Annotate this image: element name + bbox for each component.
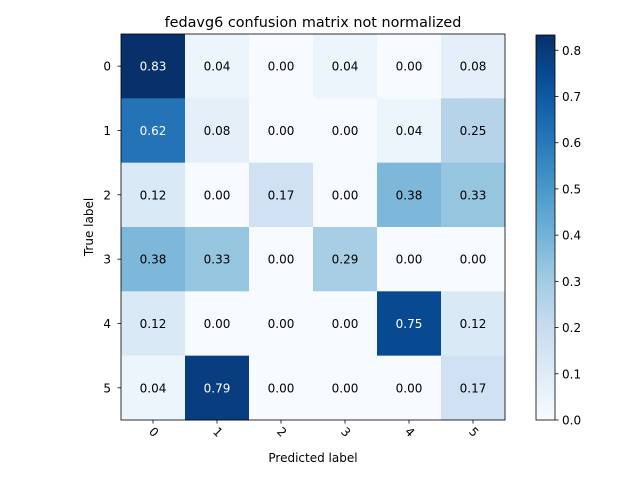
heatmap-cell [313, 291, 378, 357]
heatmap-cell [313, 98, 378, 164]
heatmap-cell [121, 98, 186, 164]
cell-value-label: 0.00 [268, 381, 295, 395]
cell-value-label: 0.04 [332, 60, 359, 74]
heatmap-cell [441, 291, 506, 357]
y-tick-label: 2 [103, 188, 111, 202]
cell-value-label: 0.04 [396, 124, 423, 138]
colorbar-tick-label: 0.0 [562, 414, 581, 428]
heatmap-cell [185, 98, 250, 164]
cell-value-label: 0.12 [140, 317, 167, 331]
heatmap-cell [249, 291, 314, 357]
colorbar-frame [535, 34, 556, 421]
colorbar-tick-label: 0.1 [562, 367, 581, 381]
cell-value-label: 0.00 [396, 381, 423, 395]
y-tick-label: 5 [103, 381, 111, 395]
heatmap-cell [441, 162, 506, 228]
heatmap-cell [249, 34, 314, 99]
cell-value-label: 0.17 [268, 188, 295, 202]
cell-value-label: 0.00 [332, 124, 359, 138]
cell-value-label: 0.00 [332, 381, 359, 395]
cell-value-label: 0.12 [460, 317, 487, 331]
cell-value-label: 0.33 [204, 253, 231, 267]
heatmap-cell-labels: 0.83 0.04 0.00 0.04 0.00 0.08 0.62 0.08 0.00 0.00… [140, 60, 487, 396]
heatmap-cell [377, 355, 442, 421]
colorbar-tick-label: 0.3 [562, 275, 581, 289]
colorbar-tick-label: 0.4 [562, 229, 581, 243]
cell-value-label: 0.00 [268, 317, 295, 331]
heatmap-cells [121, 34, 506, 421]
heatmap-cell [121, 34, 186, 99]
heatmap-cell [313, 355, 378, 421]
cell-value-label: 0.38 [396, 188, 423, 202]
colorbar-tick-label: 0.6 [562, 136, 581, 150]
colorbar-tick-label: 0.5 [562, 182, 581, 196]
cell-value-label: 0.00 [332, 188, 359, 202]
cell-value-label: 0.04 [140, 381, 167, 395]
heatmap-cell [377, 162, 442, 228]
y-tick-label: 3 [103, 253, 111, 267]
y-tick-label: 0 [103, 60, 111, 74]
x-axis-label: Predicted label [268, 451, 357, 465]
cell-value-label: 0.00 [332, 317, 359, 331]
heatmap-cell [249, 162, 314, 228]
cell-value-label: 0.38 [140, 253, 167, 267]
chart-title: fedavg6 confusion matrix not normalized [165, 15, 462, 31]
heatmap-cell [185, 162, 250, 228]
plot-frame [120, 33, 506, 421]
y-axis-label: True label [82, 198, 96, 257]
heatmap-cell [249, 98, 314, 164]
colorbar-tick-label: 0.2 [562, 321, 581, 335]
heatmap-cell [377, 98, 442, 164]
colorbar-tick-label: 0.7 [562, 90, 581, 104]
cell-value-label: 0.29 [332, 253, 359, 267]
cell-value-label: 0.00 [268, 124, 295, 138]
heatmap-cell [121, 226, 186, 292]
heatmap-cell [121, 291, 186, 357]
heatmap-cell [441, 34, 506, 99]
heatmap-cell [313, 34, 378, 99]
heatmap-cell [313, 162, 378, 228]
heatmap-cell [377, 34, 442, 99]
heatmap-cell [121, 162, 186, 228]
heatmap-cell [121, 355, 186, 421]
heatmap-cell [313, 226, 378, 292]
cell-value-label: 0.00 [268, 253, 295, 267]
cell-value-label: 0.00 [204, 317, 231, 331]
y-tick-label: 1 [103, 124, 111, 138]
cell-value-label: 0.04 [204, 60, 231, 74]
cell-value-label: 0.17 [460, 381, 487, 395]
cell-value-label: 0.33 [460, 188, 487, 202]
colorbar-ticks: 0.0 0.1 0.2 0.3 0.4 0.5 0.6 0.7 0.8 [555, 44, 581, 428]
heatmap-cell [377, 291, 442, 357]
colorbar [536, 35, 555, 420]
cell-value-label: 0.08 [460, 60, 487, 74]
heatmap-cell [249, 355, 314, 421]
heatmap-cell [185, 226, 250, 292]
cell-value-label: 0.00 [396, 253, 423, 267]
heatmap-cell [441, 98, 506, 164]
cell-value-label: 0.08 [204, 124, 231, 138]
heatmap-cell [185, 34, 250, 99]
heatmap-cell [441, 226, 506, 292]
cell-value-label: 0.79 [204, 381, 231, 395]
cell-value-label: 0.00 [268, 60, 295, 74]
heatmap-cell [185, 291, 250, 357]
colorbar-tick-label: 0.8 [562, 44, 581, 58]
cell-value-label: 0.00 [460, 253, 487, 267]
heatmap-cell [249, 226, 314, 292]
cell-value-label: 0.12 [140, 188, 167, 202]
cell-value-label: 0.00 [204, 188, 231, 202]
cell-value-label: 0.83 [140, 60, 167, 74]
heatmap-cell [377, 226, 442, 292]
y-tick-label: 4 [103, 317, 111, 331]
heatmap-cell [441, 355, 506, 421]
cell-value-label: 0.25 [460, 124, 487, 138]
y-axis-ticks: 0 1 2 3 4 5 [103, 60, 121, 395]
heatmap-cell [185, 355, 250, 421]
cell-value-label: 0.75 [396, 317, 423, 331]
cell-value-label: 0.00 [396, 60, 423, 74]
cell-value-label: 0.62 [140, 124, 167, 138]
